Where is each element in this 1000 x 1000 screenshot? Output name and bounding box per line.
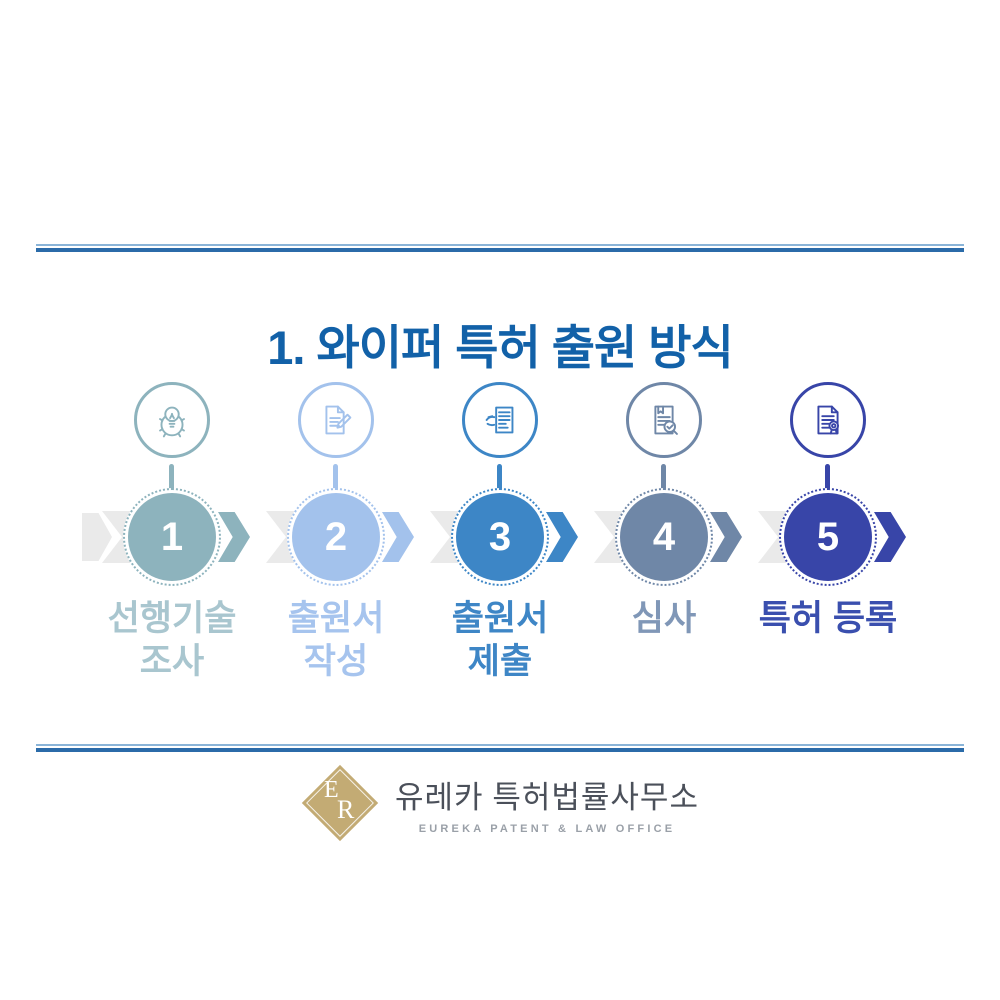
step-number-circle: 3 bbox=[451, 488, 549, 586]
divider-dark-line bbox=[36, 248, 964, 252]
process-step-5: 5 특허 등록 bbox=[746, 0, 910, 700]
document-hand-icon bbox=[462, 382, 538, 458]
step-number: 4 bbox=[652, 514, 676, 559]
arrow-chevron-icon bbox=[382, 512, 414, 562]
firm-name-korean: 유레카 특허법률사무소 bbox=[395, 779, 699, 815]
top-divider bbox=[36, 244, 964, 252]
step-label: 심사 bbox=[631, 599, 697, 638]
footer-logo: E R 유레카 특허법률사무소 EUREKA PATENT & LAW OFFI… bbox=[0, 764, 1000, 842]
step-number: 1 bbox=[160, 514, 184, 559]
step-number-circle: 4 bbox=[615, 488, 713, 586]
monogram-letter-r: R bbox=[337, 795, 355, 824]
step-number-circle: 2 bbox=[287, 488, 385, 586]
step-connector-line bbox=[661, 464, 666, 494]
eureka-diamond-logo-icon: E R bbox=[301, 764, 379, 842]
certificate-ribbon-icon bbox=[790, 382, 866, 458]
gear-lightbulb-icon bbox=[134, 382, 210, 458]
step-connector-line bbox=[497, 464, 502, 494]
step-number: 5 bbox=[816, 514, 840, 559]
step-connector-line bbox=[169, 464, 174, 494]
firm-name-english: EUREKA PATENT & LAW OFFICE bbox=[418, 822, 676, 835]
arrow-chevron-icon bbox=[546, 512, 578, 562]
step-label: 특허 등록 bbox=[758, 599, 898, 638]
process-step-1: 1 선행기술 조사 bbox=[90, 0, 254, 700]
bottom-divider bbox=[36, 744, 964, 752]
arrow-chevron-icon bbox=[218, 512, 250, 562]
step-connector-line bbox=[333, 464, 338, 494]
divider-light-line bbox=[36, 244, 964, 246]
process-step-3: 3 출원서 제출 bbox=[418, 0, 582, 700]
step-number-circle: 5 bbox=[779, 488, 877, 586]
page-title: 1. 와이퍼 특허 출원 방식 bbox=[267, 321, 734, 375]
divider-light-line bbox=[36, 744, 964, 746]
document-pencil-icon bbox=[298, 382, 374, 458]
process-step-4: 4 심사 bbox=[582, 0, 746, 700]
arrow-chevron-icon bbox=[710, 512, 742, 562]
arrow-chevron-icon bbox=[874, 512, 906, 562]
step-connector-line bbox=[825, 464, 830, 494]
step-number-circle: 1 bbox=[123, 488, 221, 586]
step-number: 2 bbox=[324, 514, 348, 559]
step-label: 선행기술 조사 bbox=[107, 599, 237, 681]
monogram-letter-e: E bbox=[324, 777, 339, 803]
step-number: 3 bbox=[488, 514, 512, 559]
process-step-2: 2 출원서 작성 bbox=[254, 0, 418, 700]
divider-dark-line bbox=[36, 748, 964, 752]
document-check-icon bbox=[626, 382, 702, 458]
step-label: 출원서 제출 bbox=[451, 599, 549, 681]
step-label: 출원서 작성 bbox=[287, 599, 385, 681]
